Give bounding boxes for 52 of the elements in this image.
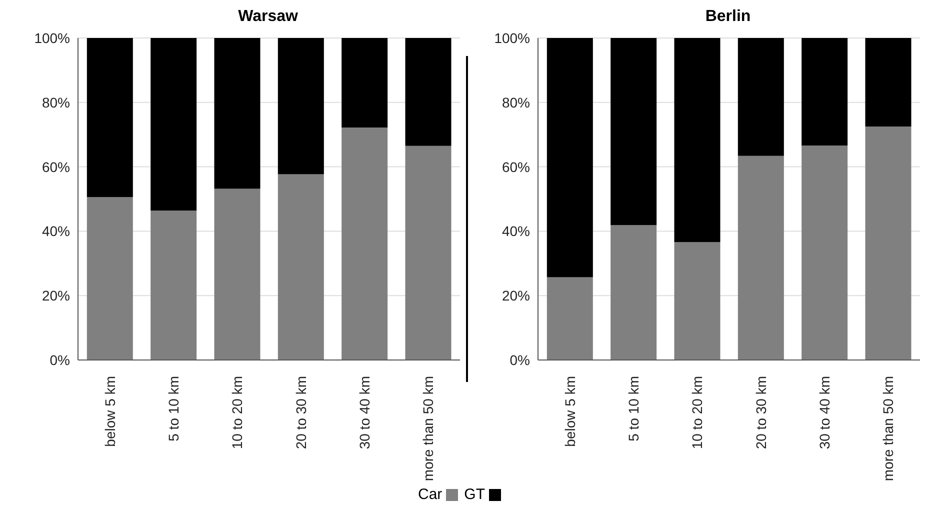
y-tick-label: 40%: [502, 223, 530, 240]
y-tick-label: 0%: [510, 352, 530, 368]
bar: [342, 128, 388, 360]
y-tick-label: 60%: [502, 158, 530, 175]
bar: [738, 38, 784, 156]
bar: [214, 188, 260, 360]
y-tick-label: 20%: [502, 288, 530, 304]
x-tick-label: 30 to 40 km: [356, 376, 372, 450]
y-tick-label: 80%: [502, 94, 530, 110]
chart-title: Warsaw: [237, 8, 299, 27]
bar: [342, 38, 388, 128]
y-tick-label: 100%: [34, 30, 70, 46]
bar: [738, 156, 784, 360]
y-tick-label: 40%: [42, 223, 70, 240]
x-tick-label: 30 to 40 km: [816, 376, 832, 450]
legend-label: Car: [418, 486, 442, 503]
bar: [802, 146, 848, 360]
bar: [278, 174, 324, 360]
y-tick-label: 100%: [494, 30, 530, 46]
y-tick-label: 0%: [50, 352, 70, 368]
chart-title: Berlin: [704, 8, 752, 27]
bar: [802, 38, 848, 146]
x-tick-label: 10 to 20 km: [229, 376, 246, 450]
bar: [150, 210, 197, 360]
bar: [546, 38, 593, 278]
bar: [405, 146, 452, 360]
bar: [86, 197, 133, 360]
bar: [674, 38, 720, 242]
bar: [610, 225, 657, 360]
bar: [214, 38, 260, 189]
bar: [150, 38, 197, 211]
x-tick-label: below 5 km: [562, 376, 578, 447]
y-tick-label: 20%: [42, 288, 70, 304]
bar: [86, 38, 133, 198]
x-tick-label: 10 to 20 km: [689, 376, 706, 450]
y-tick-label: 80%: [42, 94, 70, 110]
y-tick-label: 60%: [42, 158, 70, 175]
bar: [865, 38, 912, 127]
bar: [610, 38, 657, 226]
legend-label: GT: [464, 486, 486, 503]
x-tick-label: 5 to 10 km: [166, 376, 182, 442]
x-tick-label: 20 to 30 km: [292, 376, 309, 450]
x-tick-label: below 5 km: [102, 376, 118, 447]
bar: [546, 277, 593, 360]
x-tick-label: more than 50 km: [880, 376, 896, 482]
bar: [278, 38, 324, 174]
bar: [865, 126, 912, 360]
x-tick-label: more than 50 km: [420, 376, 436, 482]
bar: [405, 38, 452, 146]
x-tick-label: 20 to 30 km: [752, 376, 769, 450]
bar: [674, 242, 720, 360]
x-tick-label: 5 to 10 km: [626, 376, 642, 442]
